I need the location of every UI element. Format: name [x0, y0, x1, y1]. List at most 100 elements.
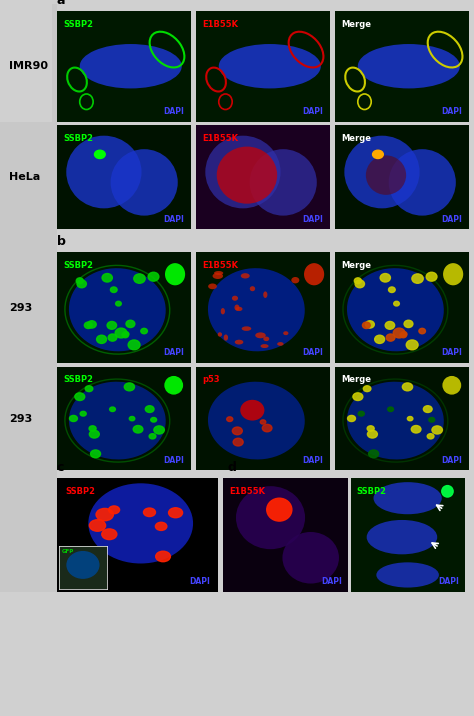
Ellipse shape — [217, 147, 277, 203]
Ellipse shape — [347, 382, 444, 460]
Circle shape — [97, 335, 107, 344]
Circle shape — [388, 407, 393, 412]
Ellipse shape — [164, 376, 183, 395]
Circle shape — [126, 320, 135, 327]
Ellipse shape — [66, 551, 100, 579]
Text: p53: p53 — [202, 375, 220, 384]
Text: GFP: GFP — [62, 549, 74, 554]
Ellipse shape — [110, 149, 178, 216]
Circle shape — [109, 407, 115, 412]
Circle shape — [116, 301, 121, 306]
Ellipse shape — [88, 483, 193, 563]
Ellipse shape — [242, 326, 251, 331]
Circle shape — [389, 287, 395, 293]
Ellipse shape — [232, 296, 238, 301]
Text: d: d — [228, 461, 237, 474]
Circle shape — [267, 498, 292, 521]
Circle shape — [149, 434, 156, 439]
Ellipse shape — [255, 332, 266, 338]
Circle shape — [353, 393, 363, 400]
Circle shape — [146, 406, 154, 412]
Text: SSBP2: SSBP2 — [64, 134, 93, 142]
Text: 293: 293 — [9, 303, 33, 312]
Text: DAPI: DAPI — [189, 577, 210, 586]
Circle shape — [227, 417, 233, 422]
Circle shape — [124, 383, 135, 391]
Circle shape — [110, 287, 117, 293]
Text: DAPI: DAPI — [164, 456, 184, 465]
Text: DAPI: DAPI — [164, 107, 184, 116]
Ellipse shape — [374, 482, 442, 514]
Ellipse shape — [205, 136, 281, 208]
Circle shape — [96, 508, 113, 521]
Circle shape — [407, 417, 413, 421]
Circle shape — [89, 430, 100, 438]
Circle shape — [141, 329, 147, 334]
Circle shape — [406, 340, 418, 350]
Circle shape — [380, 274, 391, 282]
Circle shape — [128, 340, 140, 350]
Circle shape — [94, 150, 105, 158]
Ellipse shape — [263, 291, 267, 298]
Ellipse shape — [69, 268, 166, 352]
Text: E1B55K: E1B55K — [202, 261, 238, 270]
Ellipse shape — [236, 306, 243, 311]
Ellipse shape — [208, 284, 217, 289]
Text: DAPI: DAPI — [302, 456, 323, 465]
Circle shape — [115, 328, 127, 338]
Circle shape — [148, 272, 159, 281]
Text: DAPI: DAPI — [442, 107, 463, 116]
Ellipse shape — [240, 400, 264, 420]
Ellipse shape — [283, 532, 339, 584]
Circle shape — [394, 301, 400, 306]
Text: E1B55K: E1B55K — [202, 134, 238, 142]
Circle shape — [374, 335, 384, 344]
Circle shape — [84, 322, 92, 329]
Ellipse shape — [224, 334, 228, 341]
Text: SSBP2: SSBP2 — [356, 487, 386, 495]
Circle shape — [402, 383, 412, 391]
Text: Merge: Merge — [342, 375, 372, 384]
Ellipse shape — [80, 44, 182, 89]
Ellipse shape — [214, 271, 223, 275]
Circle shape — [90, 520, 106, 531]
Text: DAPI: DAPI — [302, 107, 323, 116]
Ellipse shape — [358, 44, 460, 89]
Circle shape — [400, 332, 407, 338]
Ellipse shape — [241, 274, 250, 279]
Circle shape — [355, 280, 365, 288]
Circle shape — [151, 417, 156, 422]
Ellipse shape — [69, 382, 166, 460]
Circle shape — [108, 334, 117, 341]
Circle shape — [419, 329, 426, 334]
Text: SSBP2: SSBP2 — [65, 487, 95, 495]
Ellipse shape — [292, 277, 300, 284]
Circle shape — [262, 425, 272, 432]
Circle shape — [80, 411, 86, 416]
Ellipse shape — [443, 263, 463, 286]
Ellipse shape — [367, 520, 437, 554]
Text: DAPI: DAPI — [164, 349, 184, 357]
Circle shape — [347, 415, 356, 422]
Ellipse shape — [165, 263, 185, 286]
Text: SSBP2: SSBP2 — [64, 19, 93, 29]
Circle shape — [358, 411, 365, 416]
Circle shape — [102, 274, 112, 282]
Text: DAPI: DAPI — [442, 456, 463, 465]
Circle shape — [426, 272, 437, 281]
Ellipse shape — [235, 339, 243, 344]
Circle shape — [369, 450, 379, 458]
Circle shape — [155, 522, 167, 531]
Text: Merge: Merge — [342, 19, 372, 29]
Circle shape — [169, 508, 182, 518]
Ellipse shape — [347, 268, 444, 352]
Text: DAPI: DAPI — [302, 349, 323, 357]
Circle shape — [386, 334, 395, 341]
Circle shape — [365, 321, 374, 328]
Text: DAPI: DAPI — [442, 349, 463, 357]
Text: IMR90: IMR90 — [9, 62, 48, 71]
Ellipse shape — [277, 342, 283, 346]
Ellipse shape — [304, 263, 324, 286]
Circle shape — [260, 420, 266, 424]
Circle shape — [404, 320, 413, 327]
